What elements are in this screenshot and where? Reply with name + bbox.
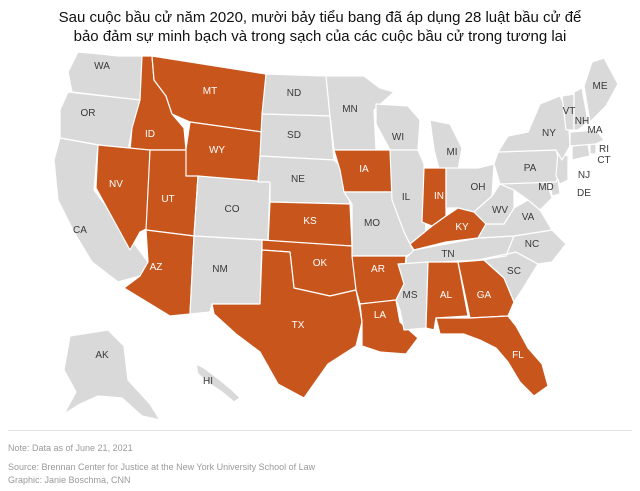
state-tx <box>211 249 363 399</box>
state-nc <box>477 229 567 265</box>
state-label-ne: NE <box>291 174 305 185</box>
state-label-sd: SD <box>287 130 301 141</box>
state-hi <box>195 363 241 403</box>
footer-graphic: Graphic: Janie Boschma, CNN <box>8 475 131 485</box>
state-wv <box>473 183 515 225</box>
state-label-me: ME <box>593 81 608 92</box>
state-label-ma: MA <box>588 125 603 136</box>
footer-note: Note: Data as of June 21, 2021 <box>8 443 133 453</box>
state-label-ak: AK <box>95 350 109 361</box>
state-label-ms: MS <box>403 290 418 301</box>
state-label-nm: NM <box>212 264 228 275</box>
state-mn <box>325 75 395 151</box>
state-label-id: ID <box>145 129 155 140</box>
state-nh <box>573 87 589 131</box>
state-label-az: AZ <box>150 262 163 273</box>
title-line-1: Sau cuộc bầu cử năm 2020, mười bảy tiểu … <box>58 9 582 26</box>
footer-divider <box>8 430 632 431</box>
state-mi <box>429 119 463 173</box>
state-label-la: LA <box>374 310 387 321</box>
state-label-nv: NV <box>109 179 123 190</box>
state-label-ri: RI <box>599 144 609 155</box>
state-la <box>359 299 419 355</box>
state-ma <box>569 129 605 147</box>
state-ny <box>497 95 571 161</box>
state-label-mi: MI <box>446 147 457 158</box>
us-states-map: WA OR CA ID MT WY NV UT CO AZ NM ND SD NE KS OK TX MN IA MO… <box>53 51 619 421</box>
state-label-ut: UT <box>161 194 174 205</box>
state-ca <box>53 137 149 283</box>
state-nj <box>555 151 569 185</box>
state-label-nd: ND <box>287 88 301 99</box>
state-label-ks: KS <box>303 216 317 227</box>
footer-source: Source: Brennan Center for Justice at th… <box>8 462 316 472</box>
state-label-md: MD <box>538 182 554 193</box>
state-label-nj: NJ <box>578 170 590 181</box>
state-nm <box>189 235 263 315</box>
state-label-oh: OH <box>471 182 486 193</box>
state-label-ok: OK <box>313 258 328 269</box>
state-label-wv: WV <box>492 205 508 216</box>
state-label-de: DE <box>577 188 591 199</box>
state-label-ky: KY <box>455 222 469 233</box>
state-label-ga: GA <box>477 290 492 301</box>
state-label-tn: TN <box>441 249 454 260</box>
state-label-in: IN <box>434 191 444 202</box>
state-label-mt: MT <box>203 86 217 97</box>
state-label-fl: FL <box>512 350 524 361</box>
state-label-pa: PA <box>524 163 537 174</box>
state-label-wa: WA <box>94 61 110 72</box>
map-title: Sau cuộc bầu cử năm 2020, mười bảy tiểu … <box>0 8 640 46</box>
title-line-2: bảo đảm sự minh bạch và trong sạch của c… <box>73 28 567 45</box>
state-label-va: VA <box>522 212 535 223</box>
state-label-nc: NC <box>525 239 539 250</box>
state-label-ar: AR <box>371 264 385 275</box>
state-me <box>583 57 619 123</box>
state-label-wy: WY <box>209 145 225 156</box>
state-label-mn: MN <box>342 104 358 115</box>
state-label-ny: NY <box>542 128 556 139</box>
state-label-ct: CT <box>597 155 610 166</box>
state-label-ca: CA <box>73 225 87 236</box>
state-ct <box>571 143 591 161</box>
state-label-or: OR <box>81 108 96 119</box>
state-label-sc: SC <box>507 266 521 277</box>
state-label-co: CO <box>225 204 240 215</box>
state-label-ia: IA <box>359 164 369 175</box>
state-label-al: AL <box>440 290 453 301</box>
state-fl <box>435 315 549 397</box>
state-label-wi: WI <box>392 132 404 143</box>
state-label-hi: HI <box>203 376 213 387</box>
state-label-nh: NH <box>575 116 589 127</box>
state-label-tx: TX <box>292 320 305 331</box>
state-ri <box>589 143 597 155</box>
state-ak <box>63 329 161 421</box>
state-label-vt: VT <box>563 106 576 117</box>
state-label-il: IL <box>402 192 411 203</box>
state-label-mo: MO <box>364 218 380 229</box>
state-wi <box>375 103 421 151</box>
